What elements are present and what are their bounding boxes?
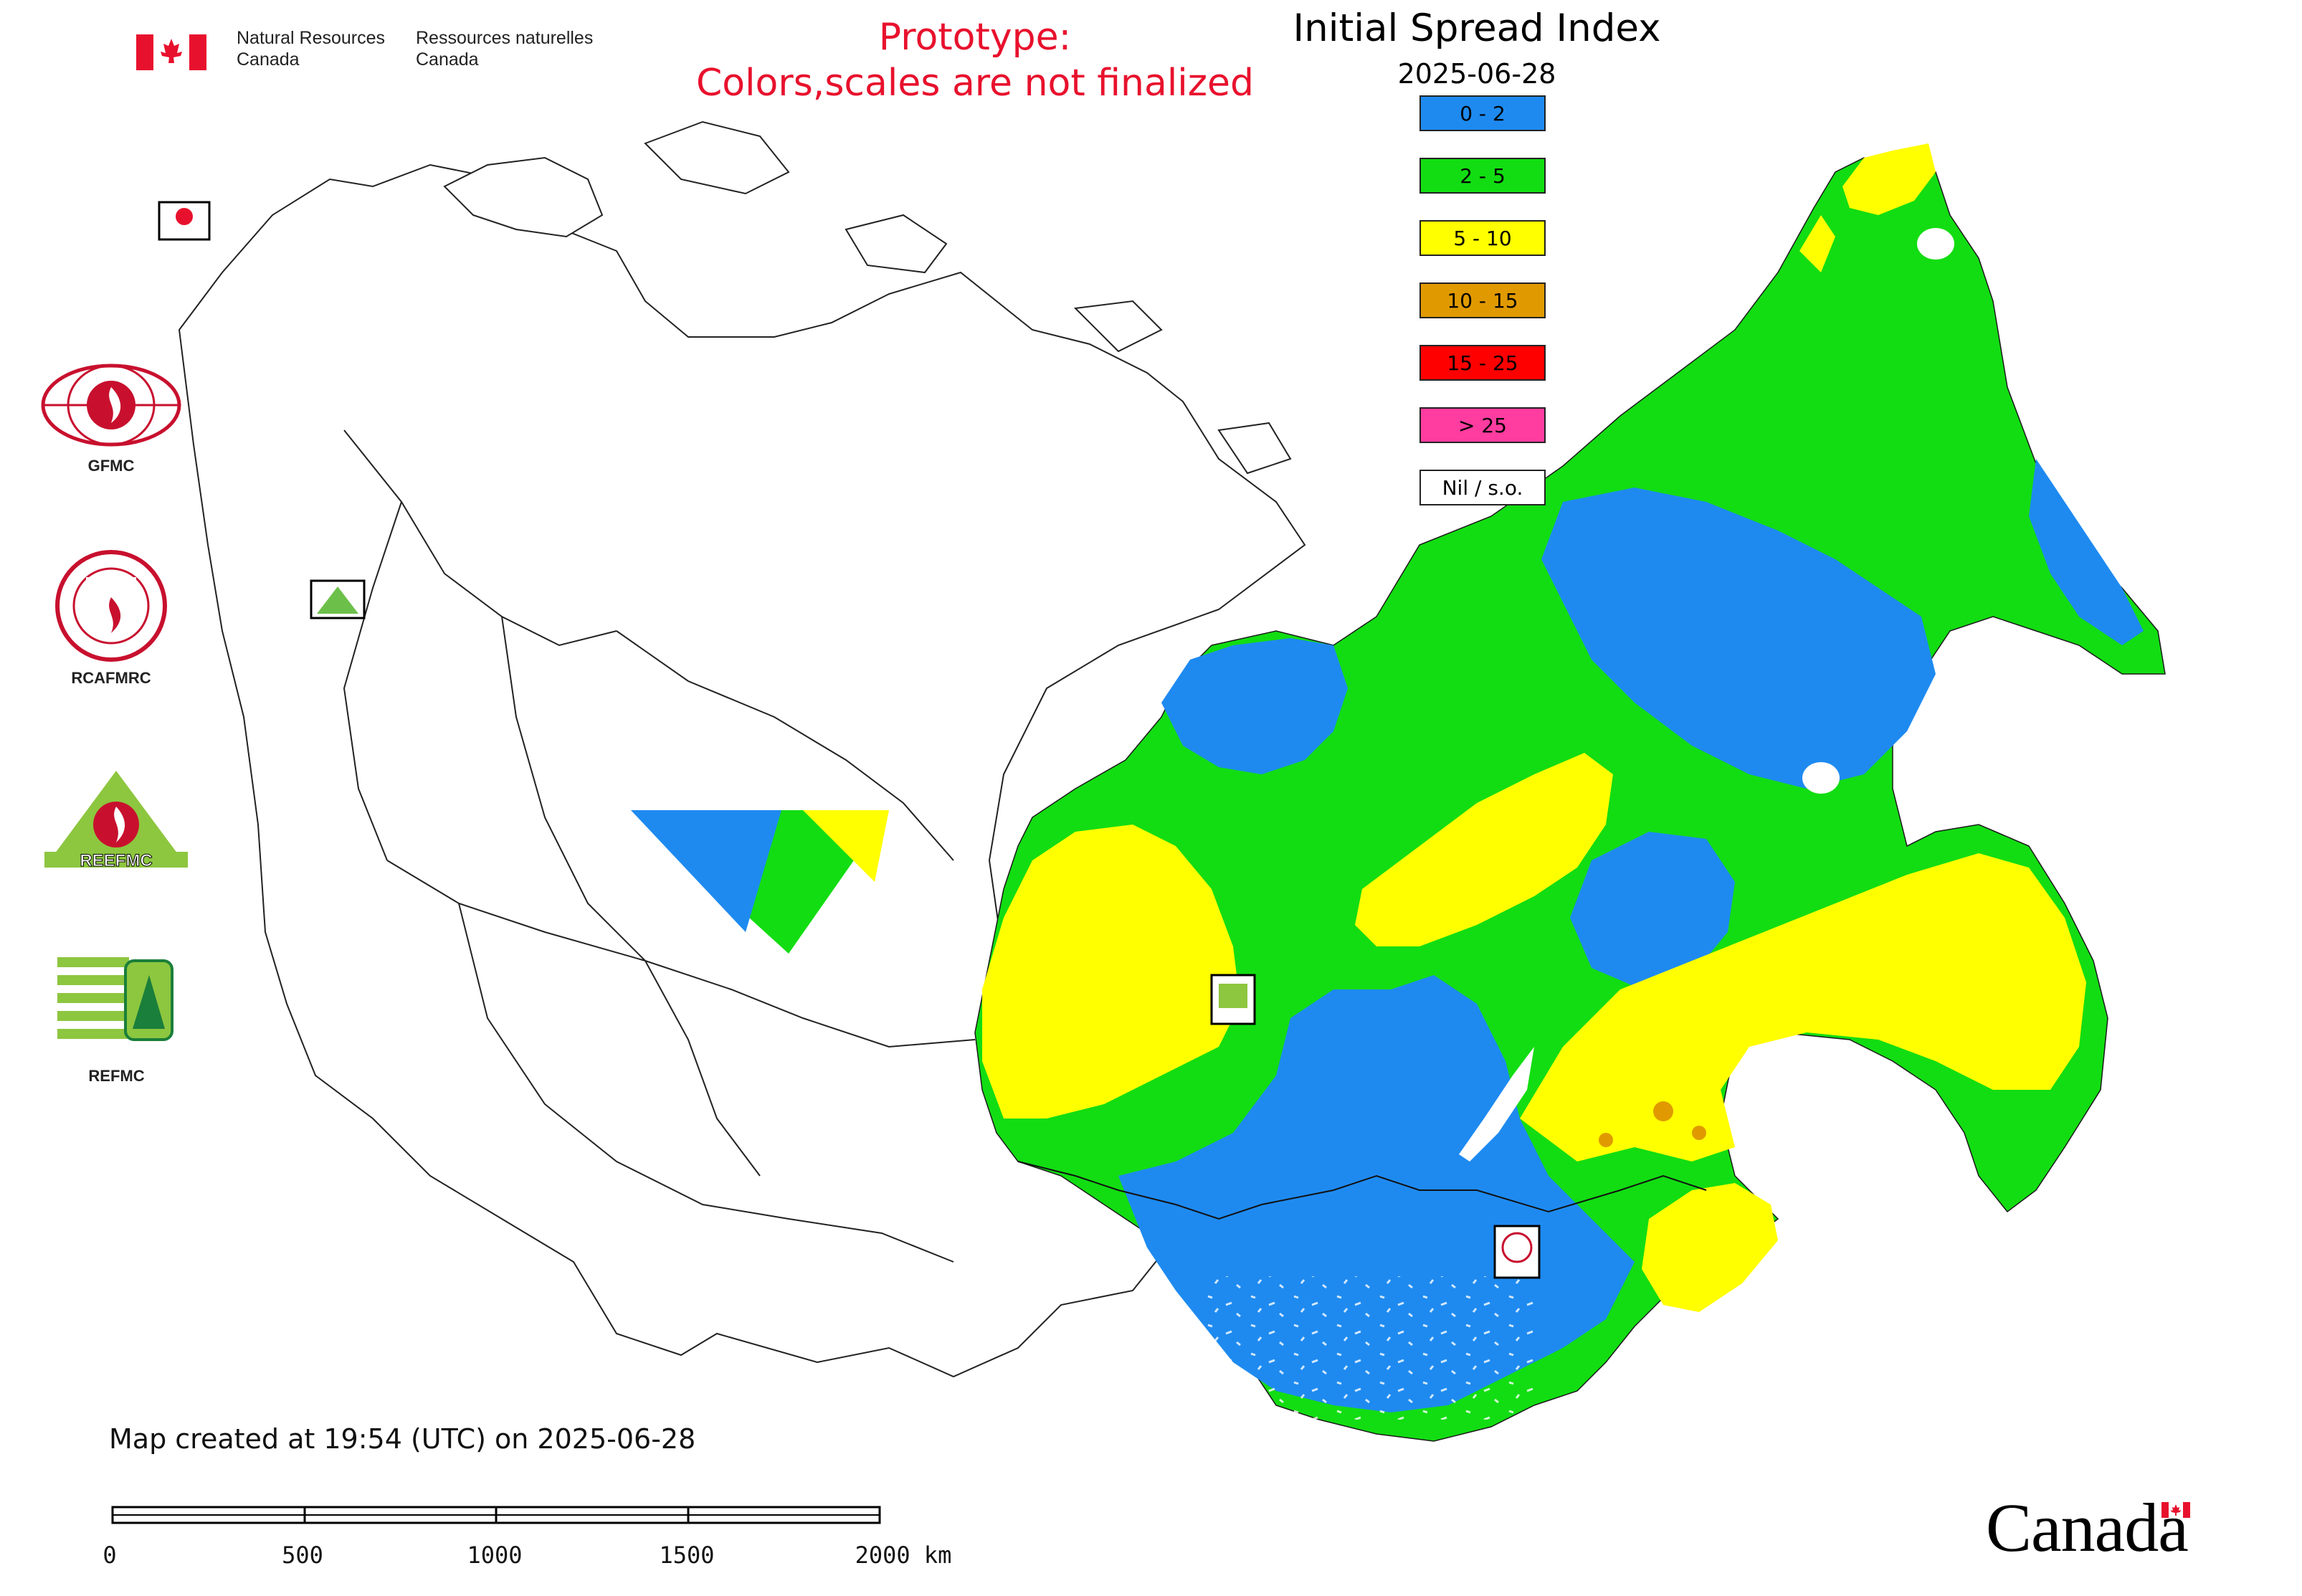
map-date: 2025-06-28 — [1397, 58, 1556, 90]
isi-nil-patch — [1917, 228, 1954, 260]
agency-name-en: Natural Resources — [237, 28, 386, 48]
prototype-notice: Prototype: Colors,scales are not finaliz… — [617, 14, 1333, 106]
isi-speckle-overlay — [1204, 1276, 1534, 1420]
data-artifact-stripes — [631, 810, 889, 954]
canada-flag-icon — [136, 34, 206, 70]
isi-blue-kamchatka — [2029, 459, 2144, 645]
isi-orange-spot — [1653, 1101, 1673, 1121]
isi-nil-patch — [1802, 762, 1840, 794]
canada-wordmark-flag-icon — [2161, 1502, 2190, 1518]
isi-yellow-southeast — [1642, 1183, 1778, 1312]
isi-yellow-center — [1355, 753, 1613, 946]
prototype-line-1: Prototype: — [878, 16, 1072, 59]
isi-orange-spot — [1599, 1133, 1613, 1147]
isi-blue-northwest — [1161, 638, 1348, 774]
agency-name-en-2: Canada — [237, 49, 300, 70]
scale-tick-500: 500 — [282, 1542, 323, 1569]
western-internal-borders — [343, 429, 976, 1263]
rcafmrc-logo: RCAFMRC — [43, 548, 179, 692]
legend-item-2-5: 2 - 5 — [1419, 158, 1546, 194]
scale-tick-1500: 1500 — [659, 1542, 715, 1569]
map-title: Initial Spread Index — [1293, 6, 1661, 50]
isi-yellow-east — [1520, 853, 2086, 1162]
legend-item-10-15: 10 - 15 — [1419, 282, 1546, 318]
gfmc-logo: GFMC — [39, 362, 183, 477]
prototype-line-2: Colors,scales are not finalized — [695, 62, 1255, 105]
isi-yellow-west — [982, 825, 1240, 1118]
isi-yellow-chukotka — [1842, 143, 1936, 215]
gfmc-label: GFMC — [87, 457, 135, 475]
scale-tick-0: 0 — [103, 1542, 117, 1569]
scale-bar-graphic — [111, 1506, 881, 1524]
rcafmrc-label: RCAFMRC — [71, 669, 151, 687]
map-created-note: Map created at 19:54 (UTC) on 2025-06-28 — [109, 1423, 696, 1455]
russia-internal-borders — [1017, 1161, 1707, 1220]
station-marker-gfmc[interactable] — [158, 201, 211, 241]
scale-tick-1000: 1000 — [467, 1542, 523, 1569]
rcafmrc-emblem-icon — [55, 550, 167, 662]
refmc-logo: REFMC — [57, 946, 176, 1090]
refmc-emblem-icon — [57, 946, 176, 1054]
legend-item-5-10: 5 - 10 — [1419, 220, 1546, 256]
agency-name-fr-2: Canada — [416, 49, 479, 70]
legend-item-nil: Nil / s.o. — [1419, 470, 1546, 505]
arctic-islands-outline — [443, 120, 1292, 475]
baikal-lake — [1459, 1047, 1534, 1162]
station-marker-refmc[interactable] — [1210, 974, 1256, 1025]
isi-blue-central — [1570, 832, 1735, 989]
agency-name-fr: Ressources naturelles — [416, 28, 594, 48]
isi-blue-north — [1541, 488, 1936, 789]
reefmc-emblem-icon: REEFMC — [44, 771, 188, 871]
svg-text:REEFMC: REEFMC — [80, 851, 152, 870]
reefmc-logo: REEFMC — [37, 767, 195, 875]
isi-yellow-strip — [1799, 215, 1835, 272]
legend-item-0-2: 0 - 2 — [1419, 95, 1546, 131]
legend-item-gt-25: > 25 — [1419, 407, 1546, 443]
refmc-label: REFMC — [88, 1067, 145, 1085]
station-marker-reefmc[interactable] — [310, 579, 366, 619]
legend-item-15-25: 15 - 25 — [1419, 345, 1546, 381]
scale-tick-2000: 2000 km — [855, 1542, 952, 1569]
scale-bar: 0 500 1000 1500 2000 km — [103, 1502, 951, 1595]
isi-orange-spot — [1692, 1126, 1706, 1140]
station-marker-rcafmrc[interactable] — [1493, 1225, 1541, 1279]
canada-wordmark: Canada — [1986, 1489, 2189, 1566]
gfmc-emblem-icon — [41, 364, 181, 447]
